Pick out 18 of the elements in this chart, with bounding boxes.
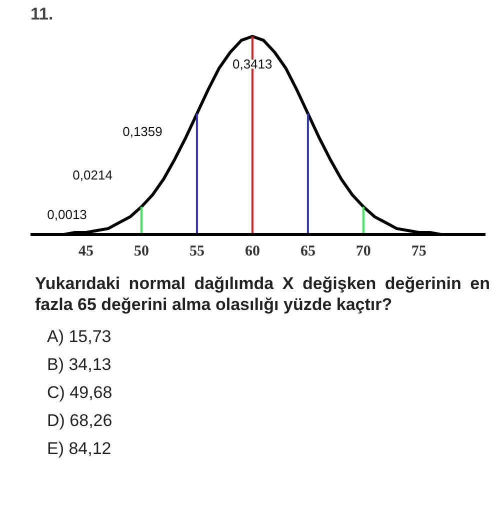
- x-tick-label: 65: [300, 244, 316, 260]
- chart-title: 11.: [30, 4, 54, 24]
- x-tick-label: 45: [78, 244, 94, 260]
- text: C) 49,68: [47, 382, 114, 404]
- x-tick-label: 75: [411, 244, 426, 260]
- x-tick-label: 50: [134, 244, 149, 260]
- annotation: 0,0214: [72, 168, 112, 183]
- x-tick-label: 55: [189, 244, 204, 260]
- x-tick-label: 70: [356, 244, 371, 260]
- annotation: 0,1359: [122, 124, 162, 139]
- annotation: 0,0013: [47, 207, 87, 222]
- text: D) 68,26: [47, 410, 114, 432]
- text: Yukarıdaki normal dağılımda X değişken değerinin en fazla 65 değerini alma olasılığı yüzde kaçtır?: [35, 273, 490, 315]
- annotation: 0,3413: [232, 56, 272, 72]
- text: E) 84,12: [47, 438, 112, 460]
- text: A) 15,73: [47, 326, 112, 348]
- text: B) 34,13: [47, 354, 112, 376]
- x-tick-label: 60: [244, 244, 260, 260]
